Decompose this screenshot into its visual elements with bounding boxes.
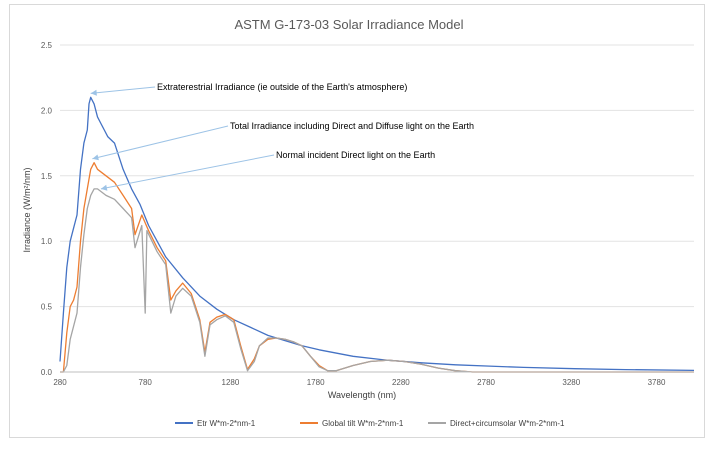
legend-label-2: Direct+circumsolar W*m-2*nm-1 xyxy=(450,419,565,428)
series-layer xyxy=(59,96,695,373)
x-tick-label: 1280 xyxy=(222,378,240,387)
x-tick-label: 3280 xyxy=(562,378,580,387)
legend-label-0: Etr W*m-2*nm-1 xyxy=(197,419,256,428)
y-tick-label: 1.5 xyxy=(41,172,53,181)
x-tick-label: 3780 xyxy=(648,378,666,387)
annotation-arrowhead xyxy=(90,89,97,96)
chart-svg: ASTM G-173-03 Solar Irradiance Model 0.0… xyxy=(22,17,695,428)
x-axis-title: Wavelength (nm) xyxy=(328,390,396,400)
y-tick-label: 0.5 xyxy=(41,303,53,312)
x-tick-labels: 280 780 1280 1780 2280 2780 3280 3780 xyxy=(53,378,666,387)
y-tick-labels: 0.0 0.5 1.0 1.5 2.0 2.5 xyxy=(41,41,53,377)
x-tick-label: 280 xyxy=(53,378,67,387)
y-tick-label: 2.5 xyxy=(41,41,53,50)
annotation-total-irradiance: Total Irradiance including Direct and Di… xyxy=(230,121,474,131)
annotation-arrow xyxy=(100,154,275,190)
annotation-arrow xyxy=(92,125,229,160)
annotation-layer: Extraterestrial Irradiance (ie outside o… xyxy=(90,82,474,191)
x-tick-label: 780 xyxy=(139,378,153,387)
y-axis-title: Irradiance (W/m²/nm) xyxy=(22,167,32,252)
y-tick-label: 0.0 xyxy=(41,368,53,377)
y-tick-label: 1.0 xyxy=(41,237,53,246)
x-tick-label: 2780 xyxy=(477,378,495,387)
series-line-0 xyxy=(59,96,695,372)
annotation-extraterrestrial: Extraterestrial Irradiance (ie outside o… xyxy=(157,82,407,92)
legend-label-1: Global tilt W*m-2*nm-1 xyxy=(322,419,404,428)
annotation-arrow xyxy=(90,86,156,94)
chart-frame: ASTM G-173-03 Solar Irradiance Model 0.0… xyxy=(9,4,705,438)
annotation-arrowhead xyxy=(100,184,108,191)
x-tick-label: 2280 xyxy=(392,378,410,387)
x-tick-label: 1780 xyxy=(307,378,325,387)
series-line-1 xyxy=(60,162,694,373)
y-tick-label: 2.0 xyxy=(41,106,53,115)
chart-title: ASTM G-173-03 Solar Irradiance Model xyxy=(234,17,463,32)
annotation-arrowhead xyxy=(92,154,99,161)
series-line-2 xyxy=(60,188,694,373)
legend: Etr W*m-2*nm-1 Global tilt W*m-2*nm-1 Dire… xyxy=(175,419,565,428)
annotation-direct-light: Normal incident Direct light on the Eart… xyxy=(276,150,435,160)
